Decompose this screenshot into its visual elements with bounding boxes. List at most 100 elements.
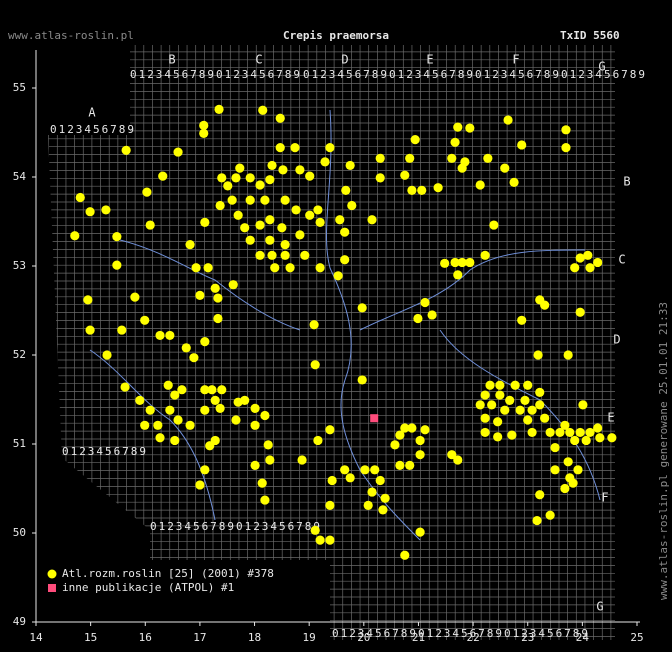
grid-digits: 0123456789	[418, 627, 502, 640]
record-square	[370, 414, 379, 423]
record-dot	[345, 160, 355, 171]
record-dot	[415, 450, 425, 460]
record-dot	[500, 163, 510, 173]
record-dot	[378, 505, 388, 515]
record-dot	[265, 175, 275, 185]
y-tick-label: 52	[13, 348, 26, 361]
record-dot	[257, 478, 267, 488]
record-dot	[420, 297, 430, 308]
record-dot	[260, 195, 270, 205]
record-dot	[173, 147, 183, 157]
record-dot	[550, 442, 560, 453]
record-dot	[535, 490, 545, 500]
record-dot	[545, 510, 555, 520]
grid-digits: 0123456789	[389, 68, 473, 81]
record-dot	[263, 440, 273, 450]
record-dot	[170, 390, 180, 400]
record-dot	[405, 460, 415, 470]
record-dot	[245, 195, 255, 205]
record-dot	[465, 123, 475, 133]
record-dot	[275, 143, 285, 153]
record-dot	[217, 385, 227, 395]
record-dot	[405, 153, 415, 163]
record-dot	[360, 465, 370, 475]
record-dot	[250, 403, 260, 413]
record-dot	[210, 395, 220, 405]
record-dot	[112, 232, 122, 242]
record-dot	[223, 181, 233, 191]
record-dot	[487, 400, 497, 410]
record-dot	[561, 125, 571, 135]
record-dot	[507, 430, 517, 440]
record-dot	[520, 395, 530, 405]
record-dot	[493, 417, 503, 427]
record-dot	[563, 350, 573, 360]
record-dot	[407, 423, 417, 433]
y-tick-label: 49	[13, 615, 26, 628]
record-dot	[367, 215, 377, 225]
record-dot	[447, 153, 457, 163]
record-dot	[420, 425, 430, 435]
x-tick-label: 24	[576, 631, 590, 644]
record-dot	[347, 200, 357, 211]
record-dot	[313, 435, 323, 446]
record-dot	[145, 220, 155, 230]
record-dot	[231, 415, 241, 425]
record-dot	[489, 220, 499, 230]
record-dot	[280, 240, 290, 250]
record-dot	[195, 290, 205, 300]
record-dot	[265, 455, 275, 465]
record-dot	[400, 170, 410, 180]
record-dot	[453, 455, 463, 465]
record-dot	[585, 263, 595, 273]
record-dot	[540, 413, 550, 423]
record-dot	[480, 427, 490, 438]
record-dot	[240, 223, 250, 233]
record-dot	[120, 382, 130, 392]
record-dot	[278, 165, 288, 175]
record-dot	[380, 493, 390, 503]
legend-swatch	[47, 569, 57, 579]
record-dot	[453, 122, 463, 132]
x-tick-label: 17	[193, 631, 206, 644]
record-dot	[231, 173, 241, 183]
record-dot	[199, 120, 209, 130]
grid-digits: 0123456789	[50, 123, 134, 136]
record-dot	[258, 105, 268, 115]
record-dot	[214, 104, 224, 114]
record-dot	[255, 180, 265, 190]
record-dot	[453, 270, 463, 280]
record-dot	[227, 195, 237, 205]
record-dot	[485, 380, 495, 390]
record-dot	[240, 395, 250, 405]
record-dot	[390, 440, 400, 450]
record-dot	[607, 433, 617, 443]
record-dot	[199, 128, 209, 138]
record-dot	[101, 205, 111, 215]
record-dot	[545, 427, 555, 438]
record-dot	[315, 217, 325, 227]
record-dot	[460, 157, 470, 167]
record-dot	[75, 192, 85, 203]
record-dot	[140, 420, 150, 430]
grid-digits: 0123456789	[150, 520, 234, 533]
record-dot	[215, 200, 225, 211]
record-dot	[440, 258, 450, 268]
record-dot	[527, 427, 537, 438]
record-dot	[177, 385, 187, 395]
record-dot	[217, 173, 227, 183]
record-dot	[475, 400, 485, 410]
grid-digits: 0123456789	[332, 627, 416, 640]
record-dot	[280, 250, 290, 260]
record-dot	[503, 115, 513, 125]
record-dot	[325, 425, 335, 435]
record-dot	[295, 165, 305, 175]
record-dot	[593, 257, 603, 268]
x-tick-label: 23	[521, 631, 534, 644]
record-dot	[213, 313, 223, 324]
record-dot	[363, 500, 373, 511]
x-tick-label: 14	[29, 631, 43, 644]
record-dot	[555, 427, 565, 438]
record-dot	[568, 478, 578, 488]
